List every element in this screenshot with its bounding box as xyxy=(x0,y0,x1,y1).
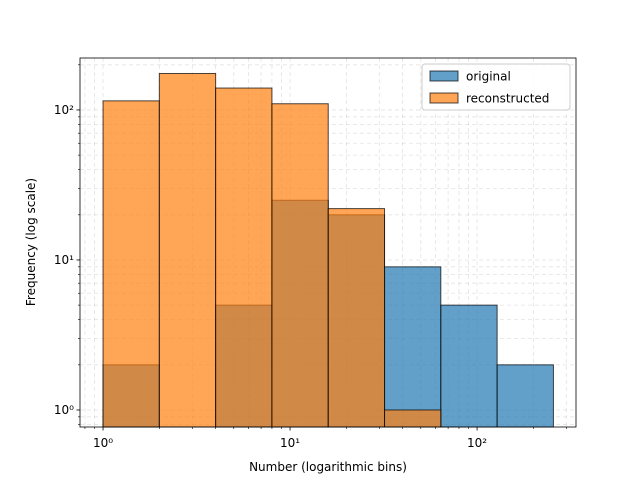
legend-box xyxy=(421,63,571,111)
y-tick-label: 10² xyxy=(54,103,74,117)
legend-label: reconstructed xyxy=(466,92,549,106)
y-tick-label: 10⁰ xyxy=(54,403,74,417)
legend-swatch xyxy=(429,70,459,82)
bar xyxy=(440,304,498,428)
bar xyxy=(158,72,217,428)
x-tick-label: 10¹ xyxy=(280,436,300,450)
bar xyxy=(384,266,442,428)
x-tick-label: 10² xyxy=(467,436,487,450)
bar xyxy=(215,87,273,428)
bar xyxy=(327,208,386,428)
bar xyxy=(384,409,442,428)
bar xyxy=(496,364,554,428)
x-axis-label: Number (logarithmic bins) xyxy=(249,460,407,474)
plot-frame xyxy=(79,57,577,428)
legend-swatch xyxy=(429,92,459,104)
bar xyxy=(271,103,329,428)
y-axis-label: Frequency (log scale) xyxy=(24,178,38,306)
legend-label: original xyxy=(466,70,511,84)
x-tick-label: 10⁰ xyxy=(93,436,113,450)
y-tick-label: 10¹ xyxy=(54,253,74,267)
bar xyxy=(102,100,160,428)
